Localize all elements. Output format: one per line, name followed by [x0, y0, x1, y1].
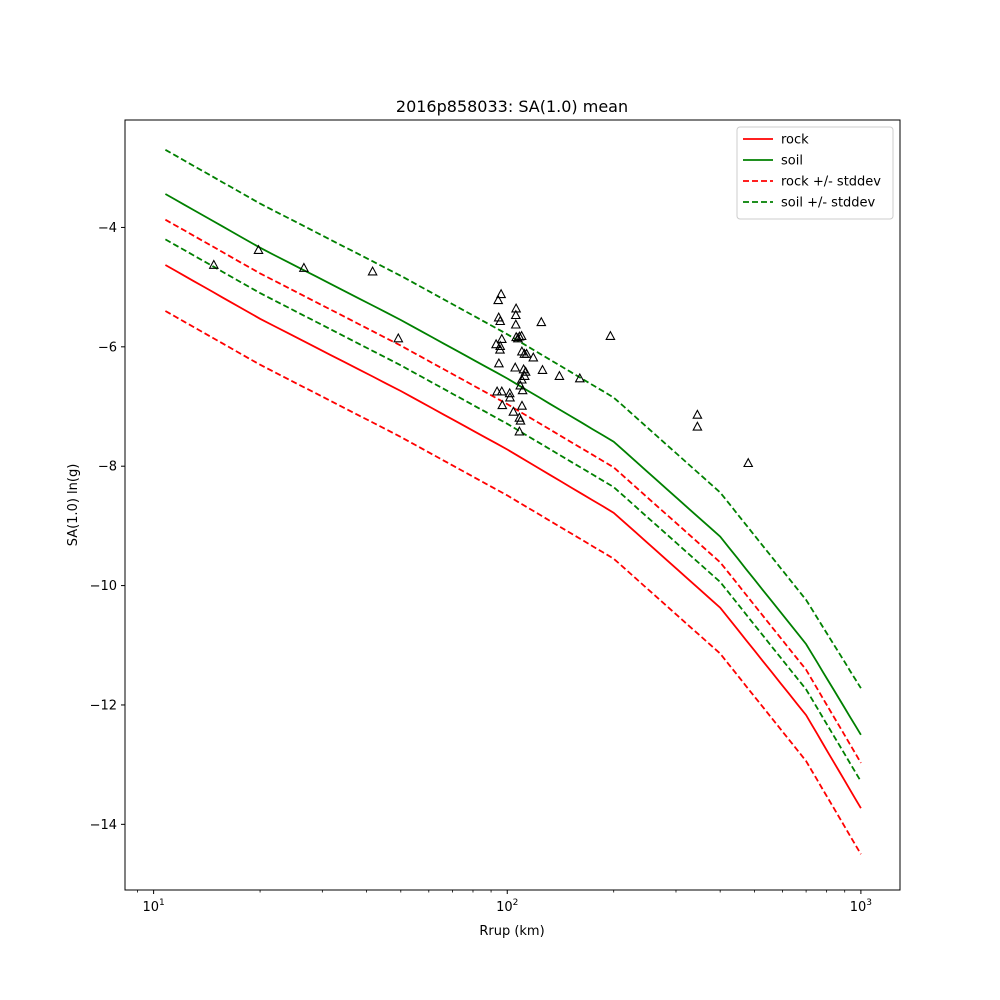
observation-point: [504, 391, 516, 402]
observation-point: [493, 294, 504, 305]
observation-point: [520, 366, 531, 376]
observation-point: [514, 331, 525, 341]
series-line-rock-stddev-2: [164, 218, 862, 764]
observation-point: [528, 351, 539, 362]
observation-point: [516, 400, 528, 410]
observation-point: [508, 406, 519, 416]
observation-point: [208, 259, 219, 269]
y-tick-label: −12: [90, 698, 117, 713]
observation-point: [495, 340, 506, 351]
observation-point: [496, 385, 507, 396]
x-tick-label: 102: [496, 898, 518, 915]
legend-label: rock: [781, 133, 809, 148]
observation-point: [692, 421, 703, 431]
observation-point: [494, 344, 506, 354]
x-axis-label: Rrup (km): [479, 924, 544, 939]
x-tick-label: 101: [142, 898, 164, 915]
legend-label: soil: [781, 154, 803, 169]
observation-point: [298, 262, 310, 272]
observation-point: [490, 338, 502, 349]
observation-point: [495, 288, 507, 299]
observation-point: [743, 457, 754, 468]
observation-point: [393, 332, 404, 343]
y-tick-label: −14: [90, 818, 117, 833]
y-tick-label: −6: [98, 340, 117, 355]
x-tick-label: 103: [850, 898, 872, 915]
observation-point: [537, 364, 548, 374]
observation-point: [253, 244, 264, 254]
observation-point: [515, 379, 526, 390]
y-tick-label: −10: [90, 579, 117, 594]
observation-point: [515, 415, 526, 425]
chart-title: 2016p858033: SA(1.0) mean: [396, 97, 628, 116]
observation-point: [521, 348, 532, 358]
legend-label: soil +/- stddev: [781, 196, 876, 211]
observation-point: [510, 309, 521, 320]
series-line-soil-stddev-5: [164, 238, 862, 782]
observation-point: [510, 319, 521, 329]
y-axis-label: SA(1.0) ln(g): [66, 464, 81, 547]
observation-point: [605, 330, 616, 340]
observation-point: [367, 265, 378, 276]
observation-point: [574, 372, 585, 383]
observation-point: [496, 333, 507, 343]
observation-point: [516, 330, 527, 340]
series-line-soil-1: [164, 193, 862, 736]
observation-point: [519, 370, 530, 380]
observation-point: [554, 370, 565, 380]
legend-box: [736, 126, 894, 220]
observation-point: [517, 384, 528, 395]
plot-frame: [124, 119, 901, 891]
series-line-soil-stddev-4: [164, 149, 862, 689]
y-tick-label: −4: [98, 221, 117, 236]
legend-label: rock +/- stddev: [781, 175, 881, 190]
observation-point: [692, 409, 703, 419]
observation-point: [497, 399, 508, 410]
y-tick-label: −8: [98, 460, 117, 475]
series-line-rock-stddev-3: [164, 310, 862, 855]
series-line-rock-0: [164, 264, 862, 809]
observation-point: [536, 316, 547, 327]
plot-area: −4 −6 −8 −10 −12 −14 101 102 103 rock soil rock +/-…: [90, 119, 901, 915]
observation-point: [493, 357, 505, 368]
observation-point: [510, 362, 521, 372]
observation-point: [504, 387, 515, 398]
observation-point: [514, 425, 525, 436]
observation-point: [495, 315, 506, 326]
